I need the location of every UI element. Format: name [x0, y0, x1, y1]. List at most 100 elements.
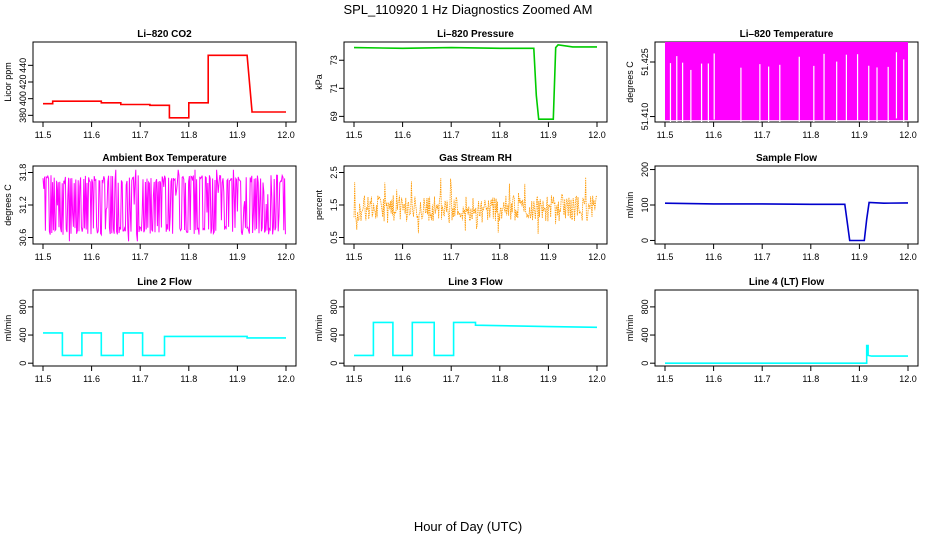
series-band — [665, 42, 908, 121]
panel-title: Line 3 Flow — [448, 277, 503, 288]
y-tick-label: 440 — [18, 58, 28, 73]
x-tick-label: 11.7 — [754, 252, 771, 262]
y-axis-label: percent — [314, 189, 324, 220]
x-tick-label: 12.0 — [899, 374, 917, 384]
y-tick-label: 800 — [18, 299, 28, 314]
y-tick-label: 400 — [18, 91, 28, 106]
series-gap — [740, 67, 742, 122]
y-tick-label: 380 — [18, 108, 28, 123]
panel-title: Sample Flow — [756, 153, 817, 164]
panel-title: Li–820 Temperature — [740, 29, 834, 40]
panel-title: Gas Stream RH — [439, 153, 512, 164]
y-tick-label: 800 — [329, 299, 339, 314]
y-tick-label: 100 — [640, 197, 650, 212]
series-line — [43, 54, 286, 119]
x-tick-label: 11.6 — [394, 252, 411, 262]
series-gap — [876, 67, 878, 122]
x-tick-label: 11.5 — [657, 252, 674, 262]
data-layer — [353, 177, 598, 234]
series-gap — [669, 63, 672, 122]
x-tick-label: 11.7 — [132, 374, 149, 384]
x-tick-label: 11.8 — [802, 374, 819, 384]
panel-title: Line 2 Flow — [137, 277, 192, 288]
x-tick-label: 11.8 — [802, 130, 819, 140]
series-gap — [759, 64, 761, 122]
y-axis-label: ml/min — [625, 192, 635, 219]
panel-2: Li–820 Temperature 11.5 11.6 11.7 11.8 11.9 12… — [625, 29, 919, 140]
x-tick-label: 11.8 — [491, 130, 508, 140]
y-tick-label: 0.5 — [329, 231, 339, 244]
data-layer — [665, 344, 908, 364]
x-tick-label: 11.9 — [540, 374, 557, 384]
y-tick-label: 420 — [18, 74, 28, 89]
series-gap — [895, 52, 898, 119]
y-tick-label: 800 — [640, 299, 650, 314]
data-layer — [353, 43, 597, 120]
x-tick-label: 11.5 — [657, 130, 674, 140]
series-gap — [868, 65, 870, 122]
data-layer — [354, 321, 598, 357]
x-tick-label: 11.5 — [657, 374, 674, 384]
x-tick-label: 12.0 — [899, 252, 917, 262]
series-gap — [713, 53, 715, 120]
series-gap — [779, 64, 781, 122]
x-tick-label: 12.0 — [588, 374, 606, 384]
y-tick-label: 73 — [329, 55, 339, 65]
y-tick-label: 0 — [18, 361, 28, 366]
series-gap — [856, 54, 859, 121]
y-tick-label: 69 — [329, 111, 339, 121]
series-gap — [690, 69, 692, 122]
panel-0: Li–820 CO2 11.5 11.6 11.7 11.8 11.9 12.0 380 400… — [3, 29, 297, 140]
x-tick-label: 11.7 — [132, 252, 149, 262]
x-tick-label: 11.9 — [540, 252, 557, 262]
plot-frame — [32, 41, 297, 123]
series-line — [665, 344, 908, 364]
series-line — [354, 321, 598, 357]
plot-frame — [343, 41, 608, 123]
series-gap — [845, 54, 847, 121]
x-tick-label: 12.0 — [277, 252, 295, 262]
panel-title: Li–820 CO2 — [137, 29, 192, 40]
series-gap — [682, 62, 684, 122]
x-tick-label: 11.9 — [229, 130, 246, 140]
x-tick-label: 11.6 — [705, 374, 722, 384]
x-tick-label: 12.0 — [588, 130, 606, 140]
y-axis-label: kPa — [314, 74, 324, 90]
x-tick-label: 11.8 — [180, 252, 197, 262]
x-tick-label: 11.7 — [443, 130, 460, 140]
panel-6: Line 2 Flow 11.5 11.6 11.7 11.8 11.9 12.0 0 400 8… — [3, 277, 297, 384]
x-tick-label: 11.9 — [229, 374, 246, 384]
panel-8: Line 4 (LT) Flow 11.5 11.6 11.7 11.8 11.9 12.0… — [625, 277, 919, 384]
x-tick-label: 11.9 — [851, 130, 868, 140]
plot-frame — [32, 289, 297, 367]
series-line — [353, 43, 597, 120]
series-gap — [798, 56, 800, 122]
x-tick-label: 11.6 — [394, 374, 411, 384]
data-layer — [43, 54, 286, 119]
x-tick-label: 11.8 — [802, 252, 819, 262]
y-axis-label: ml/min — [3, 315, 13, 342]
x-tick-label: 11.6 — [394, 130, 411, 140]
x-tick-label: 11.5 — [346, 374, 363, 384]
panel-1: Li–820 Pressure 11.5 11.6 11.7 11.8 11.9 12.0 6… — [314, 29, 608, 140]
figure-title: SPL_110920 1 Hz Diagnostics Zoomed AM — [343, 2, 592, 17]
series-gap — [823, 53, 825, 121]
panel-title: Li–820 Pressure — [437, 29, 514, 40]
series-gap — [903, 59, 905, 122]
x-tick-label: 11.9 — [851, 374, 868, 384]
series-gap — [813, 65, 815, 122]
y-axis-label: ml/min — [314, 315, 324, 342]
data-layer — [42, 169, 286, 242]
y-tick-label: 1.5 — [329, 199, 339, 212]
y-tick-label: 200 — [640, 162, 650, 177]
y-tick-label: 400 — [640, 328, 650, 343]
series-gap — [887, 66, 889, 122]
x-tick-label: 11.8 — [491, 252, 508, 262]
series-gap — [768, 66, 770, 122]
data-layer — [43, 332, 286, 357]
x-tick-label: 11.9 — [229, 252, 246, 262]
y-tick-label: 400 — [329, 328, 339, 343]
y-tick-label: 51.425 — [640, 48, 650, 76]
y-axis-label: degrees C — [625, 61, 635, 103]
series-line — [664, 201, 909, 242]
